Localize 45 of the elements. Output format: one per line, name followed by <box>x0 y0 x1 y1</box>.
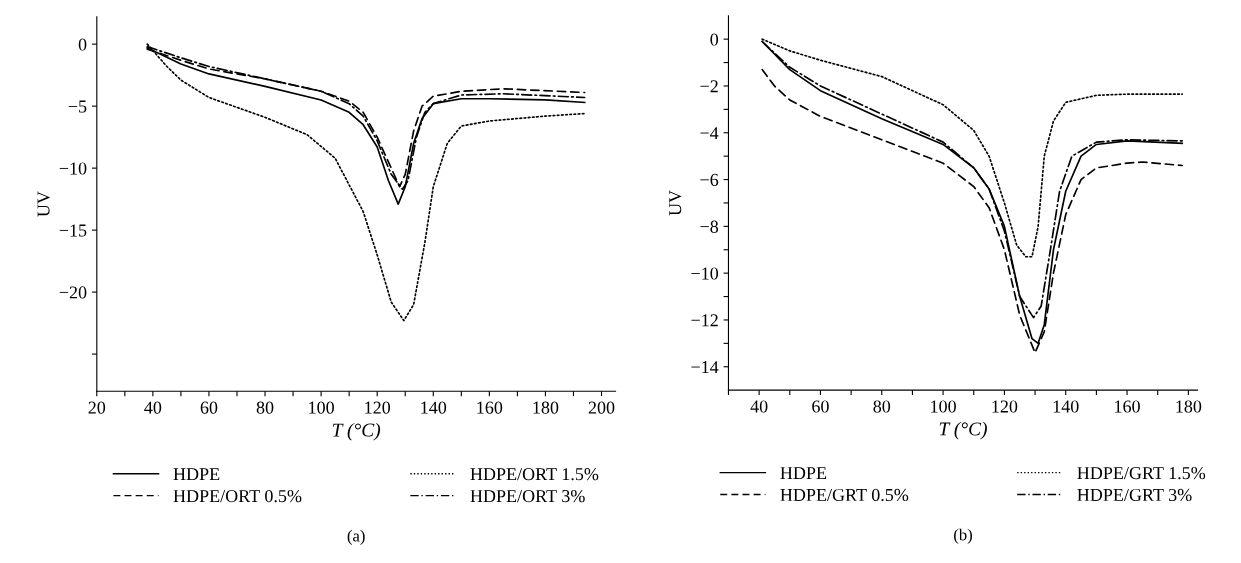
x-tick-label: 60 <box>812 400 829 413</box>
x-tick-label: 160 <box>477 401 503 414</box>
legend-label: HDPE/ORT 0.5% <box>173 489 302 503</box>
y-tick-label: −12 <box>691 314 718 327</box>
y-axis-title: UV <box>37 191 50 217</box>
legend-label: HDPE/ORT 1.5% <box>470 468 599 481</box>
x-tick-label: 160 <box>1115 400 1140 413</box>
y-tick-label: −14 <box>691 361 719 374</box>
legend-label: HDPE/GRT 0.5% <box>780 488 909 502</box>
x-tick-label: 80 <box>256 401 274 414</box>
y-tick-label: 0 <box>78 38 87 51</box>
text: (a) <box>347 529 365 545</box>
x-tick-label: 80 <box>873 400 891 413</box>
y-tick-label: 0 <box>710 33 719 46</box>
text: (b) <box>954 528 972 544</box>
x-tick-label: 60 <box>200 401 218 414</box>
x-axis-title: T (°C) <box>332 422 381 441</box>
legend-label: HDPE <box>173 468 220 481</box>
y-tick-label: −4 <box>700 127 719 140</box>
x-tick-label: 140 <box>1053 400 1079 413</box>
y-tick-label: −6 <box>700 173 719 186</box>
y-tick-label: −15 <box>59 224 87 237</box>
x-tick-label: 100 <box>309 401 334 414</box>
legend-label: HDPE/GRT 1.5% <box>1077 466 1206 480</box>
y-axis-title: UV <box>669 190 682 216</box>
legend-label: HDPE/GRT 3% <box>1077 488 1192 502</box>
y-tick-label: −2 <box>700 80 718 93</box>
x-tick-label: 20 <box>88 401 106 414</box>
y-tick-label: −10 <box>59 162 87 175</box>
x-tick-label: 140 <box>421 401 447 414</box>
x-tick-label: 180 <box>1176 400 1202 413</box>
x-tick-label: 120 <box>992 400 1018 413</box>
y-tick-label: −10 <box>691 267 719 280</box>
y-tick-label: −20 <box>59 286 87 299</box>
x-tick-label: 120 <box>365 401 391 414</box>
x-axis-title: T (°C) <box>939 421 987 440</box>
x-tick-label: 200 <box>588 401 615 414</box>
y-tick-label: −5 <box>68 100 87 113</box>
legend-label: HDPE/ORT 3% <box>470 489 585 503</box>
y-tick-label: −8 <box>700 220 719 233</box>
x-tick-label: 40 <box>144 401 162 414</box>
x-tick-label: 100 <box>931 400 956 413</box>
legend-label: HDPE <box>780 467 827 479</box>
x-tick-label: 180 <box>533 401 559 414</box>
x-tick-label: 40 <box>750 400 768 413</box>
